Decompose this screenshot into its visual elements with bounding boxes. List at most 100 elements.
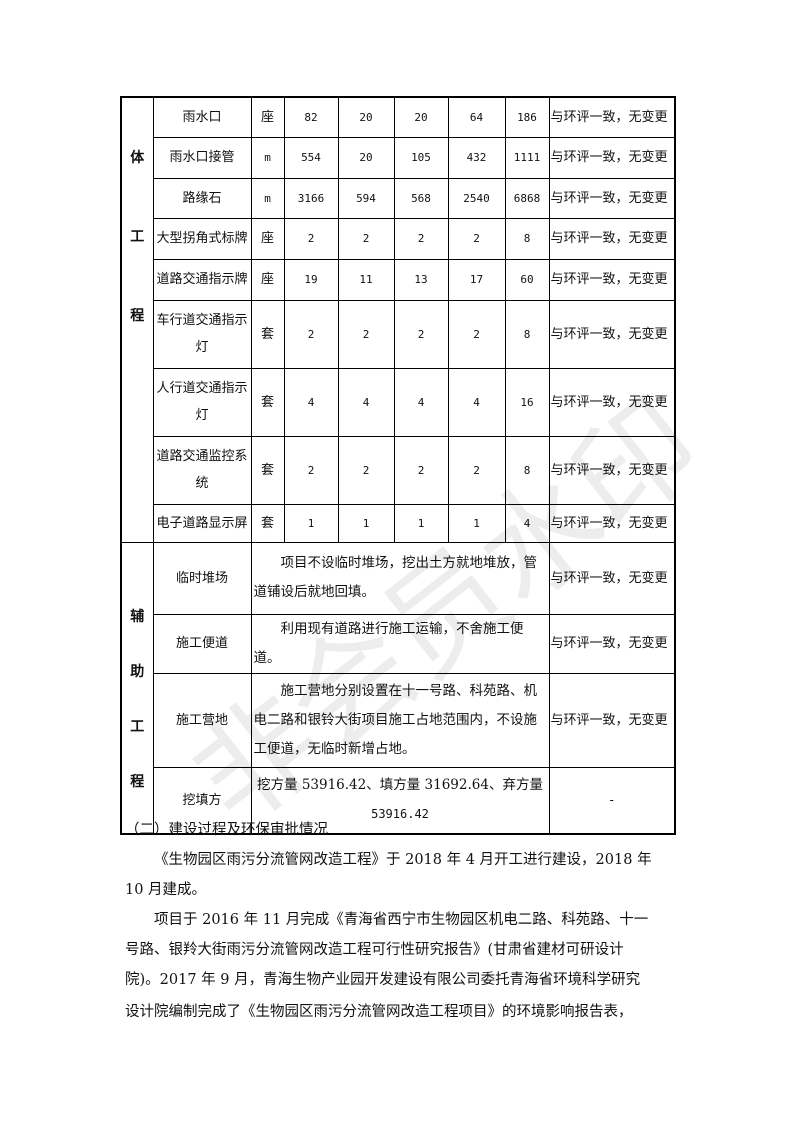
cell-unit: 座 <box>250 96 285 138</box>
cell-name: 挖填方 <box>152 766 252 835</box>
cell-unit: 套 <box>250 367 285 437</box>
cell-name: 车行道交通指示灯 <box>152 299 252 369</box>
table-row: 电子道路显示屏套 1 1 1 1 4 与环评一致，无变更 <box>121 503 676 543</box>
cell-name: 临时堆场 <box>152 541 252 615</box>
cell-total: 8 <box>504 299 550 369</box>
cell-note: 与环评一致，无变更 <box>548 217 676 260</box>
cell-v4: 2540 <box>447 177 506 219</box>
cell-v1: 1 <box>283 503 339 543</box>
table-row: 道路交通指示牌座 19 11 13 17 60 与环评一致，无变更 <box>121 258 676 301</box>
cell-v1: 3166 <box>283 177 339 219</box>
cell-note: 与环评一致，无变更 <box>548 613 676 674</box>
table-row: 施工营地 施工营地分别设置在十一号路、科苑路、机电二路和银铃大街项目施工占地范围内… <box>121 672 676 768</box>
cell-desc: 施工营地分别设置在十一号路、科苑路、机电二路和银铃大街项目施工占地范围内，不设施… <box>250 672 550 768</box>
cell-v1: 82 <box>283 96 339 138</box>
cell-total: 16 <box>504 367 550 437</box>
cell-v2: 20 <box>337 136 395 179</box>
cell-v4: 64 <box>447 96 506 138</box>
cell-note: 与环评一致，无变更 <box>548 541 676 615</box>
cell-v1: 554 <box>283 136 339 179</box>
cell-total: 60 <box>504 258 550 301</box>
cell-v4: 2 <box>447 435 506 505</box>
cell-desc: 项目不设临时堆场，挖出土方就地堆放，管道铺设后就地回填。 <box>250 541 550 615</box>
cell-total: 8 <box>504 435 550 505</box>
cell-name: 施工便道 <box>152 613 252 674</box>
cell-v3: 568 <box>393 177 449 219</box>
cell-v3: 20 <box>393 96 449 138</box>
cell-total: 8 <box>504 217 550 260</box>
cell-total: 186 <box>504 96 550 138</box>
cell-v2: 4 <box>337 367 395 437</box>
cell-note: - <box>548 766 676 835</box>
cell-total: 4 <box>504 503 550 543</box>
cell-v2: 2 <box>337 435 395 505</box>
cell-v2: 594 <box>337 177 395 219</box>
desc-line: 53916.42 <box>371 807 429 822</box>
cell-note: 与环评一致，无变更 <box>548 258 676 301</box>
cell-v3: 1 <box>393 503 449 543</box>
desc-text: 项目不设临时堆场，挖出土方就地堆放，管道铺设后就地回填。 <box>253 555 538 600</box>
table-row: 施工便道 利用现有道路进行施工运输，不舍施工便道。 与环评一致，无变更 <box>121 613 676 674</box>
category-char: 工 <box>130 718 145 735</box>
cell-note: 与环评一致，无变更 <box>548 367 676 437</box>
category-char: 辅 <box>130 608 145 625</box>
cell-name: 大型拐角式标牌 <box>152 217 252 260</box>
cell-v3: 13 <box>393 258 449 301</box>
category-char: 程 <box>130 308 145 324</box>
cell-total: 1111 <box>504 136 550 179</box>
cell-v4: 17 <box>447 258 506 301</box>
cell-v1: 2 <box>283 299 339 369</box>
project-content-table: 体工程雨水口座 82 20 20 64 186 与环评一致，无变更 雨水口接管 m 554 20 10… <box>120 96 676 835</box>
cell-v1: 2 <box>283 435 339 505</box>
cell-v4: 432 <box>447 136 506 179</box>
cell-note: 与环评一致，无变更 <box>548 299 676 369</box>
cell-v4: 1 <box>447 503 506 543</box>
paragraph-line: 10 月建成。 <box>125 882 207 898</box>
paragraph-line: 院)。2017 年 9 月，青海生物产业园开发建设有限公司委托青海省环境科学研究 <box>125 972 641 988</box>
cell-note: 与环评一致，无变更 <box>548 435 676 505</box>
category-label: 辅助工程 <box>123 543 152 795</box>
cell-unit: 套 <box>250 435 285 505</box>
cell-v3: 2 <box>393 435 449 505</box>
cell-note: 与环评一致，无变更 <box>548 177 676 219</box>
cell-v1: 2 <box>283 217 339 260</box>
cell-name: 人行道交通指示灯 <box>152 367 252 437</box>
cell-unit: m <box>250 136 285 179</box>
category-char: 助 <box>130 663 145 680</box>
cell-v4: 2 <box>447 299 506 369</box>
table-row: 人行道交通指示灯套 4 4 4 4 16 与环评一致，无变更 <box>121 367 676 437</box>
cell-note: 与环评一致，无变更 <box>548 672 676 768</box>
table-row: 大型拐角式标牌座 2 2 2 2 8 与环评一致，无变更 <box>121 217 676 260</box>
desc-line: 挖方量 53916.42、填方量 31692.64、弃方量 <box>257 777 543 794</box>
category-label: 体工程 <box>123 98 152 329</box>
cell-desc: 利用现有道路进行施工运输，不舍施工便道。 <box>250 613 550 674</box>
cell-name: 雨水口接管 <box>152 136 252 179</box>
table-row: 道路交通监控系统套 2 2 2 2 8 与环评一致，无变更 <box>121 435 676 505</box>
cell-desc: 挖方量 53916.42、填方量 31692.64、弃方量 53916.42 <box>250 766 550 835</box>
cell-v4: 4 <box>447 367 506 437</box>
cell-v2: 2 <box>337 299 395 369</box>
desc-text: 施工营地分别设置在十一号路、科苑路、机电二路和银铃大街项目施工占地范围内，不设施… <box>253 682 538 757</box>
cell-v1: 4 <box>283 367 339 437</box>
cell-note: 与环评一致，无变更 <box>548 136 676 179</box>
cell-v3: 2 <box>393 299 449 369</box>
category-char: 工 <box>130 229 145 245</box>
section-heading: （二）建设过程及环保审批情况 <box>125 822 328 838</box>
cell-name: 雨水口 <box>152 96 252 138</box>
paragraph-line: 《生物园区雨污分流管网改造工程》于 2018 年 4 月开工进行建设，2018 … <box>154 852 652 868</box>
cell-name: 道路交通指示牌 <box>152 258 252 301</box>
cell-unit: 套 <box>250 299 285 369</box>
cell-v2: 20 <box>337 96 395 138</box>
cell-v3: 105 <box>393 136 449 179</box>
category-char: 程 <box>130 773 145 790</box>
category-aux: 辅助工程 <box>120 541 154 835</box>
cell-v2: 2 <box>337 217 395 260</box>
cell-v3: 2 <box>393 217 449 260</box>
cell-total: 6868 <box>504 177 550 219</box>
category-main: 体工程 <box>120 96 154 543</box>
cell-name: 道路交通监控系统 <box>152 435 252 505</box>
cell-unit: 座 <box>250 258 285 301</box>
cell-name: 电子道路显示屏 <box>152 503 252 543</box>
desc-text: 利用现有道路进行施工运输，不舍施工便道。 <box>253 620 524 666</box>
paragraph-line: 设计院编制完成了《生物园区雨污分流管网改造工程项目》的环境影响报告表， <box>125 1004 633 1020</box>
